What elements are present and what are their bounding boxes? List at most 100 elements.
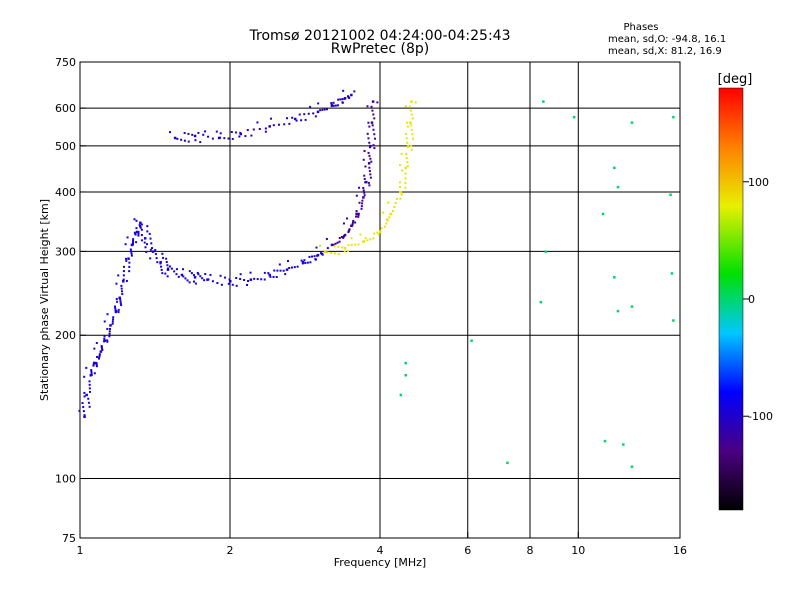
echo-point: [358, 186, 361, 189]
echo-point: [235, 131, 238, 134]
echo-point: [164, 272, 167, 275]
echo-point: [333, 252, 336, 255]
echo-point: [330, 243, 334, 247]
echo-point: [121, 293, 124, 296]
echo-point: [284, 273, 287, 276]
echo-point: [301, 261, 305, 264]
echo-point: [369, 144, 372, 148]
echo-point: [161, 252, 164, 255]
echo-point: [90, 369, 93, 372]
echo-point: [400, 193, 403, 196]
echo-point: [278, 123, 281, 126]
echo-point: [98, 356, 101, 359]
echo-point: [244, 135, 247, 138]
echo-point: [239, 132, 243, 136]
echo-point: [406, 141, 409, 144]
echo-point: [288, 267, 291, 270]
echo-point: [106, 327, 109, 330]
echo-point: [272, 124, 275, 127]
echo-point: [131, 241, 134, 244]
echo-point: [120, 304, 123, 307]
echo-point: [180, 138, 183, 141]
echo-point: [88, 380, 91, 383]
echo-point: [400, 152, 403, 155]
echo-point: [379, 230, 382, 233]
echo-point: [355, 210, 358, 213]
echo-point: [199, 275, 202, 278]
echo-point: [352, 219, 355, 222]
echo-point: [111, 322, 114, 325]
echo-point: [366, 105, 369, 108]
echo-point: [630, 465, 634, 468]
echo-point: [350, 237, 353, 240]
echo-point: [135, 241, 138, 244]
echo-point: [369, 238, 372, 241]
echo-point: [304, 118, 307, 121]
echo-point: [101, 348, 104, 351]
echo-point: [373, 117, 376, 120]
echo-point: [101, 347, 104, 350]
echo-point: [343, 247, 347, 250]
echo-point: [366, 132, 369, 135]
echo-point: [103, 340, 106, 343]
echo-point: [293, 266, 296, 269]
echo-point: [363, 174, 366, 177]
echo-point: [215, 130, 218, 133]
echo-point: [309, 105, 312, 108]
echo-point: [165, 257, 168, 260]
echo-point: [337, 253, 340, 256]
echo-point: [145, 251, 148, 254]
echo-point: [119, 298, 122, 301]
echo-point: [207, 278, 210, 281]
echo-point: [672, 319, 675, 322]
echo-point: [296, 265, 299, 268]
echo-point: [306, 261, 309, 264]
echo-point: [197, 131, 200, 134]
echo-point: [330, 103, 334, 107]
echo-point: [330, 251, 333, 254]
echo-point: [362, 186, 365, 189]
colorbar-ticks: -100 0 100: [743, 176, 773, 423]
colorbar-tick-label: -100: [748, 410, 773, 423]
echo-point: [160, 265, 163, 268]
echo-point: [83, 414, 86, 417]
echo-point: [279, 269, 282, 272]
echo-point: [123, 265, 126, 268]
echo-point: [82, 410, 85, 413]
x-tick-label: 10: [571, 544, 585, 557]
echo-point: [372, 113, 375, 116]
echo-point: [367, 151, 370, 154]
echo-point: [192, 274, 195, 277]
echo-point: [149, 237, 152, 240]
echo-point: [228, 278, 231, 281]
echo-point: [364, 236, 367, 239]
echo-point: [404, 105, 407, 108]
echo-point: [613, 166, 616, 170]
echo-point: [149, 257, 152, 260]
echo-point: [122, 274, 125, 277]
echo-point: [616, 185, 620, 189]
echo-point: [399, 186, 402, 189]
echo-point: [235, 284, 238, 287]
echo-point: [410, 128, 413, 131]
echo-point: [369, 173, 372, 176]
echo-point: [357, 215, 360, 218]
echo-point: [405, 132, 408, 135]
echo-point: [343, 233, 347, 237]
chart-title: Tromsø 20121002 04:24:00-04:25:43: [249, 28, 511, 44]
echo-point: [367, 181, 370, 184]
echo-point: [239, 131, 242, 134]
echo-point: [355, 212, 358, 215]
echo-point: [270, 117, 273, 120]
echo-point: [83, 391, 86, 394]
echo-point: [321, 253, 324, 256]
echo-point: [146, 230, 149, 233]
echo-point: [140, 228, 143, 231]
echo-point: [128, 270, 131, 273]
echo-point: [350, 93, 353, 97]
echo-point: [263, 278, 266, 281]
echo-point: [298, 113, 301, 116]
echo-point: [401, 169, 404, 172]
echo-point: [368, 170, 371, 173]
echo-point: [140, 239, 143, 242]
